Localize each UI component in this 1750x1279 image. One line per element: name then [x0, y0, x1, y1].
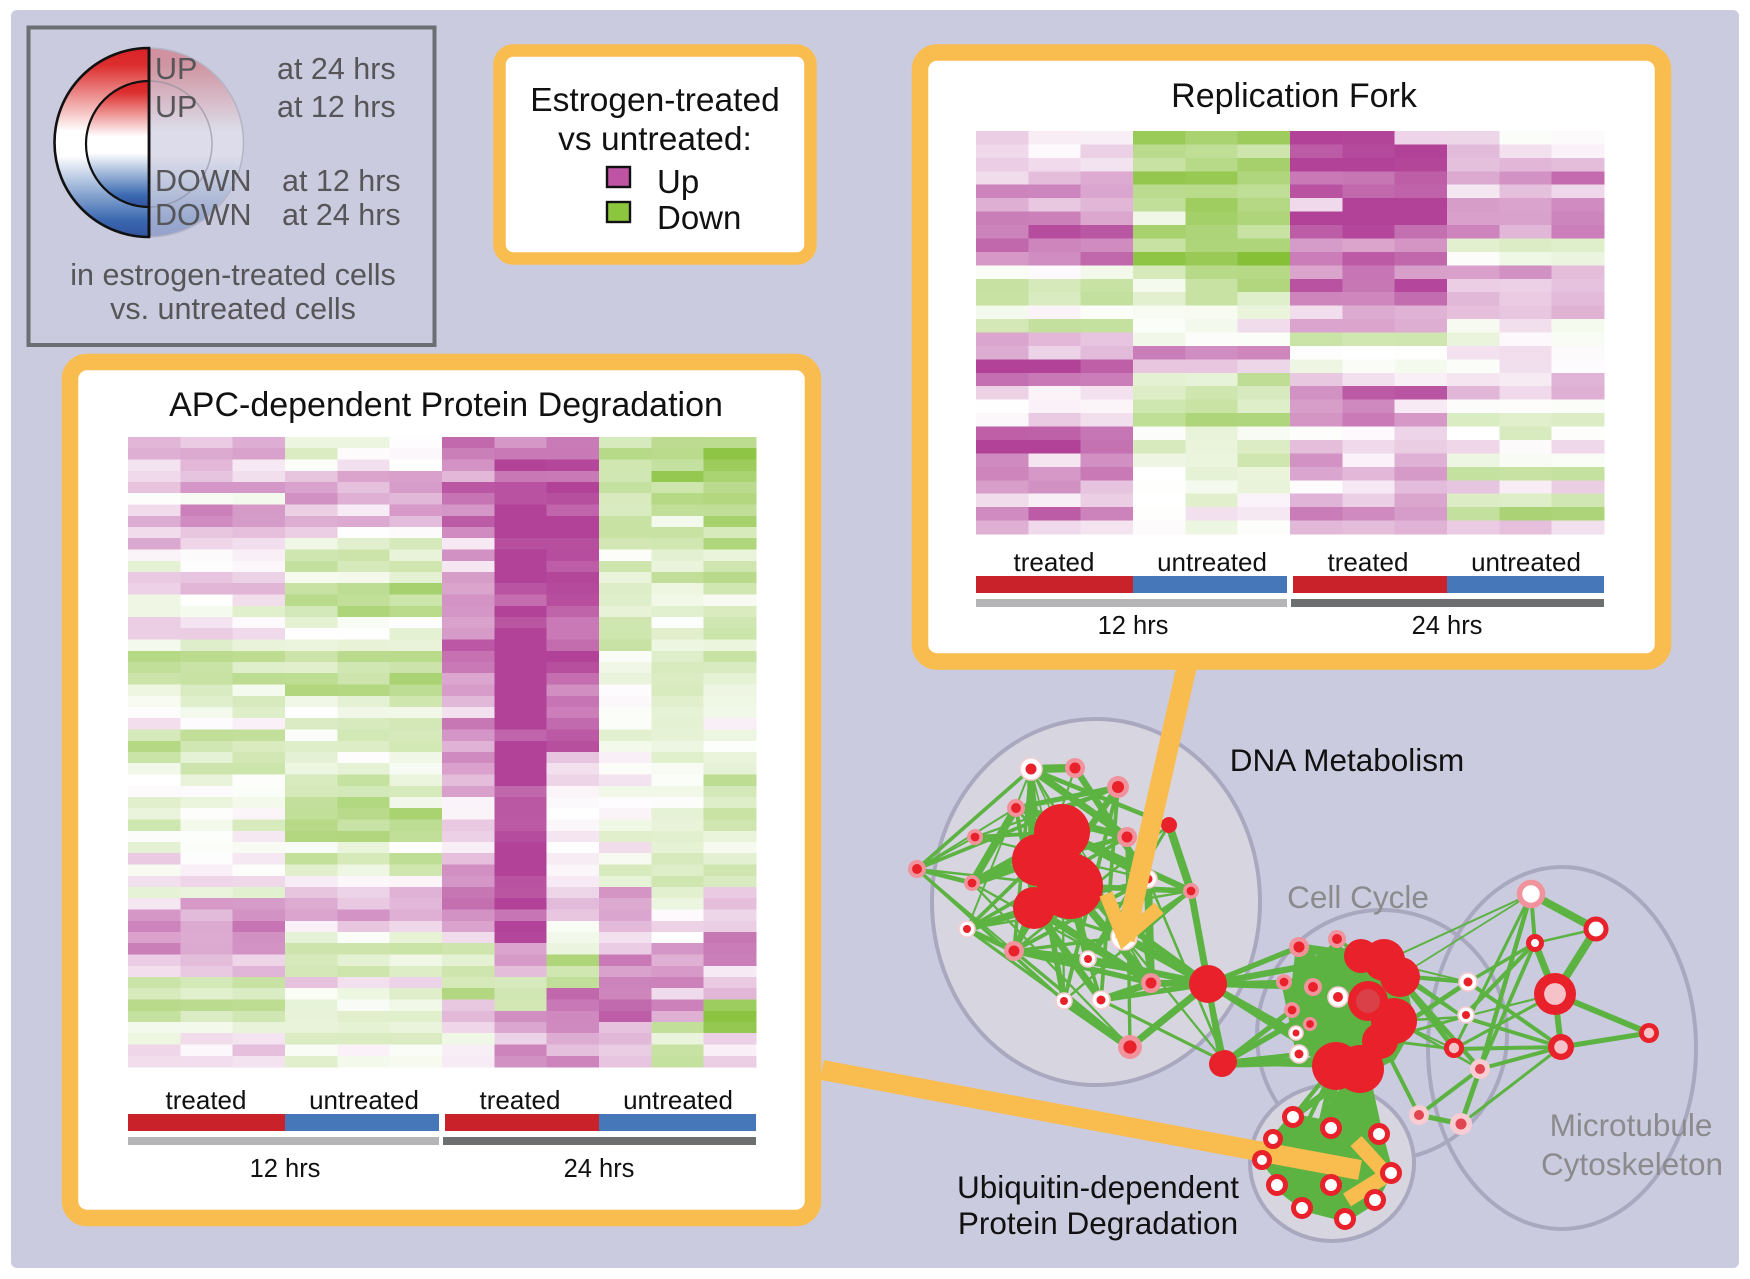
svg-text:12 hrs: 12 hrs [250, 1155, 321, 1183]
svg-text:in estrogen-treated cells: in estrogen-treated cells [70, 258, 396, 292]
svg-text:vs untreated:: vs untreated: [558, 121, 752, 158]
svg-text:APC-dependent Protein Degradat: APC-dependent Protein Degradation [169, 386, 723, 424]
svg-text:UP: UP [155, 52, 197, 86]
svg-text:Estrogen-treated: Estrogen-treated [530, 82, 780, 119]
svg-text:DOWN: DOWN [155, 198, 252, 232]
svg-text:untreated: untreated [623, 1085, 733, 1115]
svg-text:treated: treated [480, 1085, 561, 1115]
svg-text:treated: treated [166, 1085, 247, 1115]
svg-text:Microtubule: Microtubule [1550, 1107, 1713, 1143]
svg-text:at 24 hrs: at 24 hrs [277, 52, 396, 86]
svg-text:treated: treated [1014, 547, 1095, 577]
svg-text:UP: UP [155, 90, 197, 124]
svg-text:Down: Down [657, 199, 741, 236]
svg-text:at 24 hrs: at 24 hrs [282, 198, 401, 232]
svg-text:at 12 hrs: at 12 hrs [282, 164, 401, 198]
svg-text:untreated: untreated [1471, 547, 1581, 577]
svg-text:DNA Metabolism: DNA Metabolism [1230, 742, 1465, 778]
svg-text:vs. untreated cells: vs. untreated cells [110, 292, 356, 326]
svg-text:untreated: untreated [309, 1085, 419, 1115]
svg-text:24 hrs: 24 hrs [564, 1155, 635, 1183]
svg-text:at 12 hrs: at 12 hrs [277, 90, 396, 124]
svg-text:treated: treated [1328, 547, 1409, 577]
svg-text:Ubiquitin-dependent: Ubiquitin-dependent [957, 1169, 1239, 1205]
svg-text:Replication Fork: Replication Fork [1171, 77, 1418, 115]
svg-text:DOWN: DOWN [155, 164, 252, 198]
svg-text:Protein Degradation: Protein Degradation [958, 1205, 1238, 1241]
svg-text:untreated: untreated [1157, 547, 1267, 577]
svg-text:12 hrs: 12 hrs [1098, 612, 1169, 640]
svg-text:24 hrs: 24 hrs [1412, 612, 1483, 640]
svg-text:Up: Up [657, 163, 699, 200]
svg-text:Cytoskeleton: Cytoskeleton [1541, 1146, 1723, 1182]
svg-text:Cell Cycle: Cell Cycle [1287, 879, 1429, 915]
